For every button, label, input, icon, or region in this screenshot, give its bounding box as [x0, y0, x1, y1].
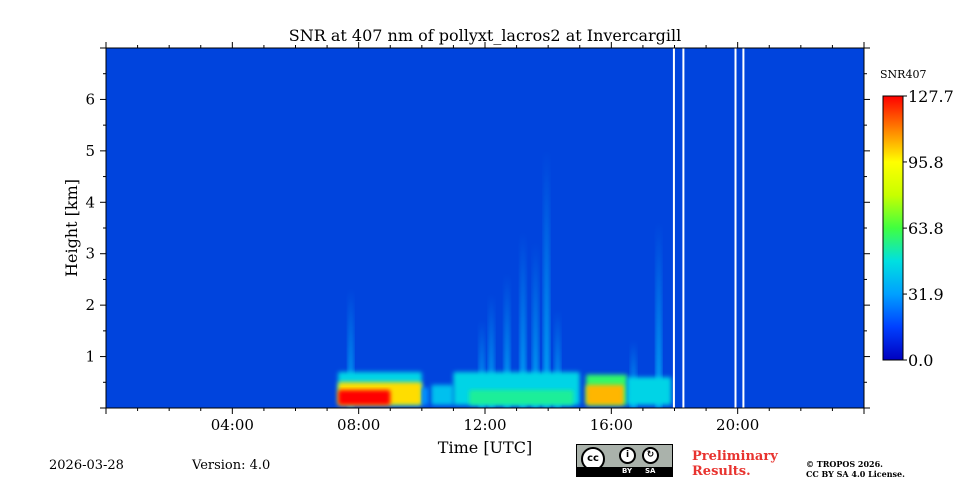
signal-region-mark	[431, 384, 454, 405]
signal-region-mark	[469, 390, 574, 405]
signal-region-mark	[421, 387, 429, 405]
data-gap-mark	[672, 48, 675, 408]
x-tick-label: 20:00	[716, 416, 759, 434]
y-tick-label: 3	[85, 245, 95, 263]
plume-mark	[519, 233, 526, 408]
axes: 04:00 08:00 12:00 16:00 20:00 1 2 3 4 5 6	[85, 42, 870, 434]
y-tick-label: 1	[85, 348, 95, 366]
version-label: Version: 4.0	[192, 458, 271, 473]
share-alike-icon: ↻	[642, 447, 659, 464]
plume-mark	[554, 310, 561, 408]
signal-region-mark	[627, 377, 672, 405]
sa-label: SA	[645, 467, 656, 475]
colorbar-tick-label: 63.8	[908, 219, 944, 238]
signal-region-mark	[586, 384, 624, 405]
person-icon: i	[619, 447, 636, 464]
heatmap-background	[106, 48, 864, 408]
colorbar-label: SNR407	[880, 68, 926, 81]
colorbar-tick-label: 31.9	[908, 285, 944, 304]
preliminary-line-2: Results.	[692, 464, 751, 479]
y-tick-label: 6	[85, 90, 95, 108]
y-tick-label: 4	[85, 193, 95, 211]
colorbar-tick-label: 127.7	[908, 87, 954, 106]
y-axis-label: Height [km]	[62, 179, 81, 277]
data-gap-mark	[742, 48, 745, 408]
plume-mark	[630, 341, 637, 408]
x-axis-label: Time [UTC]	[438, 438, 532, 457]
x-tick-label: 12:00	[463, 416, 506, 434]
y-tick-label: 2	[85, 296, 95, 314]
heatmap-plot	[106, 48, 864, 408]
x-tick-label: 04:00	[211, 416, 254, 434]
plume-mark	[655, 222, 662, 408]
colorbar-tick-label: 95.8	[908, 153, 944, 172]
colorbar-gradient-bar	[882, 95, 904, 361]
chart-title: SNR at 407 nm of pollyxt_lacros2 at Inve…	[289, 26, 682, 45]
plume-mark	[347, 289, 354, 408]
plume-mark	[532, 243, 539, 408]
badge-strip	[577, 467, 672, 476]
cc-by-sa-badge: cc i ↻ BY SA	[576, 444, 673, 477]
plume-mark	[478, 320, 485, 408]
copyright-notice: © TROPOS 2026. CC BY SA 4.0 License.	[806, 459, 905, 479]
y-tick-label: 5	[85, 142, 95, 160]
data-gap-mark	[734, 48, 737, 408]
plume-mark	[504, 274, 511, 408]
copyright-line-1: © TROPOS 2026.	[806, 459, 883, 469]
plume-mark	[488, 294, 495, 408]
data-gap-mark	[682, 48, 685, 408]
signal-region-mark	[338, 390, 391, 405]
x-tick-label: 16:00	[590, 416, 633, 434]
heatmap-field	[338, 48, 745, 408]
preliminary-line-1: Preliminary	[692, 449, 778, 464]
by-label: BY	[622, 467, 633, 475]
plume-mark	[543, 150, 550, 408]
colorbar: 0.0 31.9 63.8 95.8 127.7	[882, 87, 954, 370]
colorbar-tick-label: 0.0	[908, 351, 933, 370]
date-label: 2026-03-28	[49, 458, 124, 473]
x-tick-label: 08:00	[337, 416, 380, 434]
preliminary-results-notice: Preliminary Results.	[692, 449, 778, 479]
copyright-line-2: CC BY SA 4.0 License.	[806, 469, 905, 479]
